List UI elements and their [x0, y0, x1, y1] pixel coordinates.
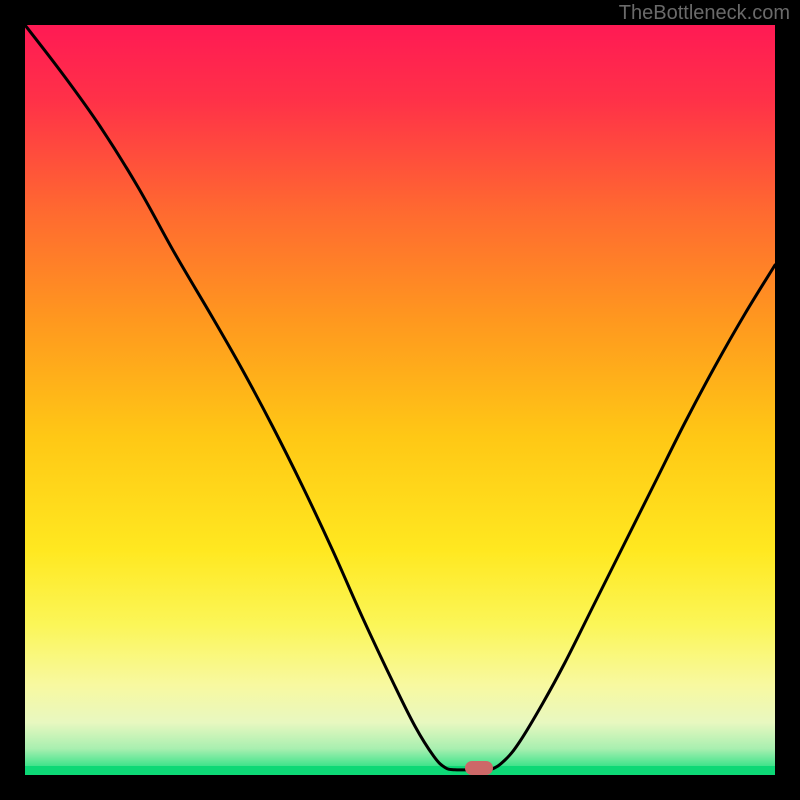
chart-plot-area	[25, 25, 775, 775]
optimal-point-marker	[465, 761, 493, 775]
watermark-text: TheBottleneck.com	[619, 2, 790, 25]
bottleneck-curve	[25, 25, 775, 775]
